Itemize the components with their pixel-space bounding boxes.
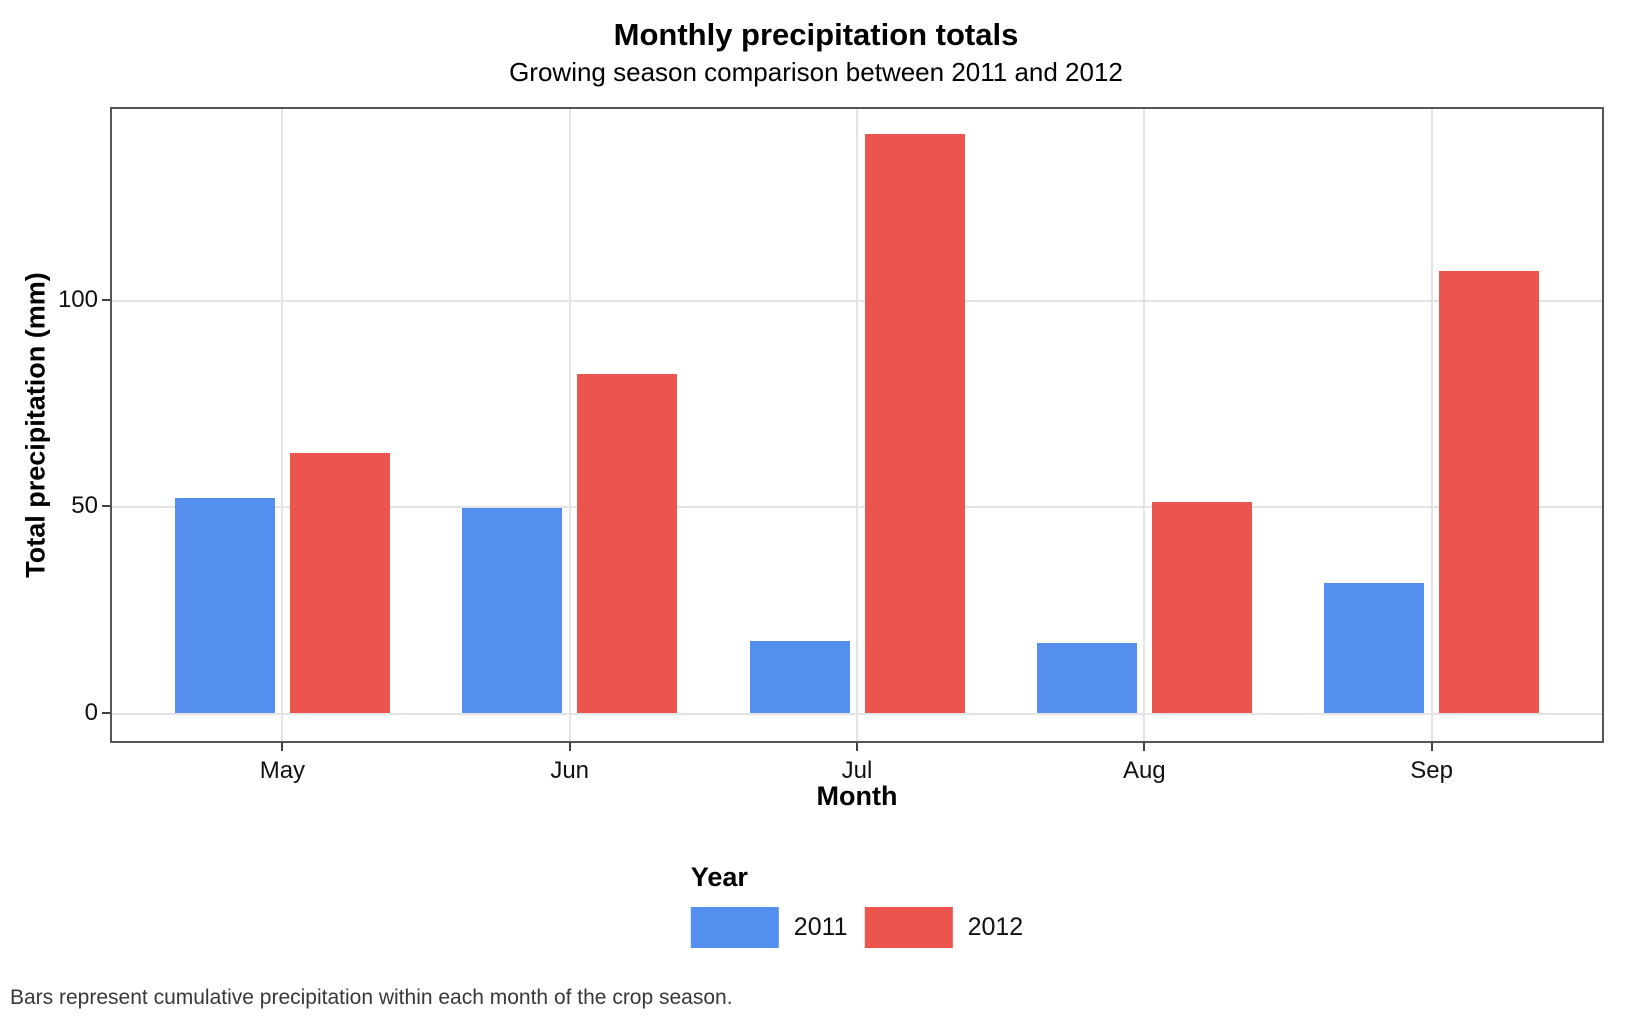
legend-swatch-2011 (690, 907, 779, 948)
legend-title: Year (690, 862, 748, 892)
gridline-x-may (281, 109, 284, 741)
legend-entry-2012: 2012 (864, 907, 1024, 948)
x-tick-jun (568, 743, 571, 751)
bar-2011-may (174, 498, 275, 713)
bar-2011-jul (749, 640, 850, 713)
y-tick-label-0: 0 (84, 699, 98, 726)
legend-entry-2011: 2011 (690, 907, 848, 948)
gridline-x-jul (856, 109, 858, 741)
x-tick-may (281, 743, 284, 751)
bar-2011-aug (1036, 642, 1137, 713)
bar-2011-jun (462, 508, 563, 713)
x-tick-label-sep: Sep (1410, 757, 1453, 784)
x-tick-label-jul: Jul (841, 757, 873, 784)
plot-panel (110, 107, 1604, 743)
y-axis-title: Total precipitation (mm) (20, 272, 51, 578)
y-tick-label-50: 50 (71, 492, 98, 520)
bar-2012-jul (864, 134, 965, 713)
gridline-x-aug (1143, 109, 1146, 741)
x-tick-label-aug: Aug (1122, 757, 1166, 784)
chart-subtitle: Growing season comparison between 2011 a… (509, 57, 1123, 87)
y-tick-0 (102, 712, 110, 714)
bar-2012-may (289, 452, 390, 713)
bar-2012-jun (577, 374, 678, 713)
legend: Year 2011 2012 (690, 862, 1024, 948)
x-tick-label-jun: Jun (550, 757, 590, 784)
x-tick-label-may: May (259, 757, 306, 784)
legend-label-2012: 2012 (967, 913, 1024, 941)
chart-caption: Bars represent cumulative precipitation … (10, 986, 733, 1009)
legend-swatch-2012 (864, 907, 953, 948)
legend-label-2011: 2011 (793, 913, 848, 941)
gridline-x-jun (568, 109, 571, 741)
bar-2012-aug (1151, 502, 1252, 713)
chart-title: Monthly precipitation totals (613, 17, 1019, 52)
x-tick-jul (856, 743, 858, 751)
y-tick-50 (102, 505, 110, 508)
bar-2011-sep (1324, 582, 1425, 713)
y-tick-100 (102, 298, 110, 301)
x-tick-aug (1143, 743, 1146, 751)
x-axis-title: Month (816, 781, 898, 811)
x-tick-sep (1430, 743, 1433, 751)
legend-entries: 2011 2012 (690, 907, 1024, 948)
y-tick-label-100: 100 (57, 285, 98, 313)
bar-2012-sep (1439, 270, 1540, 713)
gridline-x-sep (1430, 109, 1433, 741)
